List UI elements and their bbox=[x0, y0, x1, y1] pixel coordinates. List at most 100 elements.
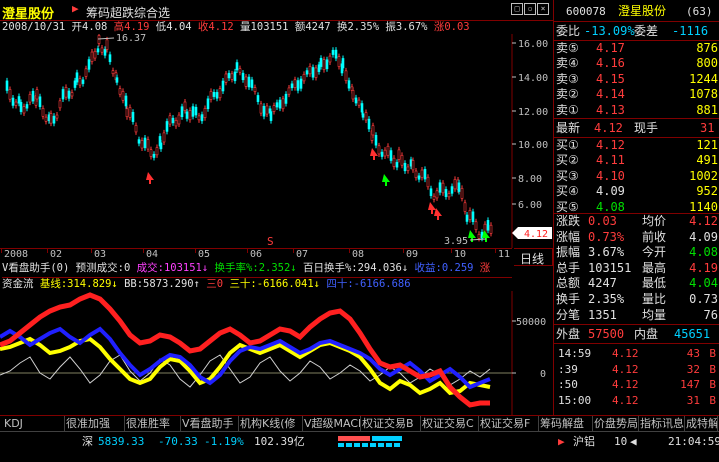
candle-body bbox=[337, 56, 341, 67]
candle-body bbox=[67, 90, 71, 99]
candle-body bbox=[108, 54, 112, 63]
indicator-tab[interactable]: 筹码解盘 bbox=[540, 416, 593, 432]
fund-flow-chart[interactable]: 50000 0 bbox=[0, 291, 553, 415]
candle-body bbox=[278, 99, 282, 109]
bids-label: 买③ bbox=[556, 168, 579, 183]
candle-body bbox=[400, 155, 404, 166]
period-tab-daily[interactable]: 日线 bbox=[514, 248, 553, 266]
hundred-value: 294.036 bbox=[357, 262, 402, 274]
indicator-tab[interactable]: 很准加强 bbox=[66, 416, 125, 432]
vol-label: 成交: bbox=[136, 262, 164, 274]
candle-body bbox=[124, 95, 128, 107]
candle-body bbox=[364, 112, 368, 121]
forty-label: 四十: bbox=[326, 278, 354, 290]
amount-label: 额 bbox=[294, 21, 306, 33]
candle-body bbox=[281, 98, 285, 110]
stat-value: 76 bbox=[703, 307, 718, 322]
candle-body bbox=[420, 169, 424, 178]
indicator-tab[interactable]: 权证交易B bbox=[362, 416, 421, 432]
svg-text:4.12: 4.12 bbox=[524, 229, 548, 240]
indicator-tab[interactable]: KDJ bbox=[4, 416, 65, 432]
month-tick bbox=[451, 249, 452, 253]
candle-body bbox=[247, 76, 251, 88]
vol-value: 103151 bbox=[163, 262, 202, 274]
tick-dir: B bbox=[709, 347, 716, 360]
candle-body bbox=[215, 92, 219, 99]
indicator-tab[interactable]: 价盘势局 bbox=[594, 416, 639, 432]
candle-body bbox=[227, 72, 231, 79]
candle-body bbox=[477, 233, 481, 239]
stat-row: 振幅 3.67% 今开 4.08 bbox=[554, 245, 719, 260]
minimize-icon[interactable]: □ bbox=[511, 3, 523, 15]
close-icon[interactable]: × bbox=[537, 3, 549, 15]
candle-body bbox=[100, 47, 104, 53]
low-marker: 3.95 bbox=[444, 236, 468, 247]
candle-body bbox=[191, 106, 195, 117]
indicator-tab[interactable]: 权证交易F bbox=[480, 416, 539, 432]
candle-body bbox=[70, 92, 74, 97]
candle-body bbox=[341, 58, 345, 69]
stock-title[interactable]: 澄星股份 bbox=[2, 7, 55, 22]
month-tick bbox=[91, 249, 92, 253]
tick-vol: 43 bbox=[686, 347, 700, 360]
candle-body bbox=[287, 87, 291, 95]
candle-body bbox=[203, 108, 207, 119]
indicator-tab[interactable]: 成特解 bbox=[686, 416, 718, 432]
bids-price: 4.09 bbox=[596, 184, 625, 199]
candle-body bbox=[250, 79, 254, 88]
indicator-tab[interactable]: 权证交易C bbox=[422, 416, 479, 432]
month-label: 10 bbox=[454, 249, 467, 260]
candle-body bbox=[115, 77, 119, 83]
low-label: 低 bbox=[155, 21, 167, 33]
indicator-tab[interactable]: 很准胜率 bbox=[126, 416, 181, 432]
turnover-value: 2.35% bbox=[347, 21, 380, 33]
status-amount: 102.39亿 bbox=[254, 435, 305, 448]
restore-icon[interactable]: ▫ bbox=[524, 3, 536, 15]
candle-body bbox=[435, 190, 439, 199]
indicator-name[interactable]: 筹码超跌综合选 bbox=[86, 6, 171, 20]
candle-body bbox=[361, 113, 365, 118]
bids-vol: 1002 bbox=[689, 168, 718, 183]
candle-body bbox=[244, 76, 248, 87]
pred-value: 0 bbox=[123, 262, 131, 274]
asks-label: 卖① bbox=[556, 102, 579, 117]
sub2-title[interactable]: 资金流 bbox=[2, 278, 34, 290]
candle-body bbox=[221, 80, 225, 92]
quote-title: 600078 澄星股份 (63) bbox=[554, 4, 719, 19]
close-label: 收 bbox=[197, 21, 209, 33]
buy-arrow-icon bbox=[468, 230, 476, 242]
turn-label: 换手率%: bbox=[214, 262, 259, 274]
candle-body bbox=[87, 59, 91, 70]
stat-value: 4.04 bbox=[689, 276, 718, 291]
buy-arrow-icon bbox=[382, 174, 390, 186]
tick-time: 14:59 bbox=[558, 347, 592, 360]
candle-body bbox=[262, 105, 266, 117]
candle-body bbox=[468, 210, 472, 220]
candle-body bbox=[357, 99, 361, 106]
month-label: 09 bbox=[406, 249, 419, 260]
y-tick-4: 8.00 bbox=[518, 174, 542, 185]
candle-body bbox=[64, 87, 68, 98]
tick-price: 4.12 bbox=[612, 378, 639, 391]
candle-body bbox=[383, 149, 387, 157]
window-buttons[interactable]: □ ▫ × bbox=[511, 3, 549, 16]
candle-body bbox=[28, 94, 32, 103]
indicator-tab[interactable]: V超级MACD bbox=[304, 416, 361, 432]
tick-price: 4.12 bbox=[612, 347, 639, 360]
bids-label: 买① bbox=[556, 138, 579, 152]
indicator-tab[interactable]: V看盘助手 bbox=[182, 416, 239, 432]
high-marker: 16.37 bbox=[116, 34, 146, 44]
speaker-icon[interactable]: ◀ bbox=[630, 435, 637, 448]
candle-body bbox=[73, 80, 77, 88]
candle-body bbox=[344, 70, 348, 81]
indicator-tab[interactable]: 机构K线(修 bbox=[240, 416, 303, 432]
indicator-tab[interactable]: 指标讯息 bbox=[640, 416, 685, 432]
bids-row: 买③ 4.10 1002 bbox=[554, 169, 719, 184]
sub1-title[interactable]: V看盘助手(0) bbox=[2, 262, 70, 274]
status-right-label[interactable]: 沪铝 bbox=[573, 435, 595, 448]
asks-vol: 876 bbox=[696, 41, 718, 55]
red-series bbox=[0, 292, 490, 408]
month-label: 11 bbox=[498, 249, 511, 260]
candle-body bbox=[302, 74, 306, 82]
